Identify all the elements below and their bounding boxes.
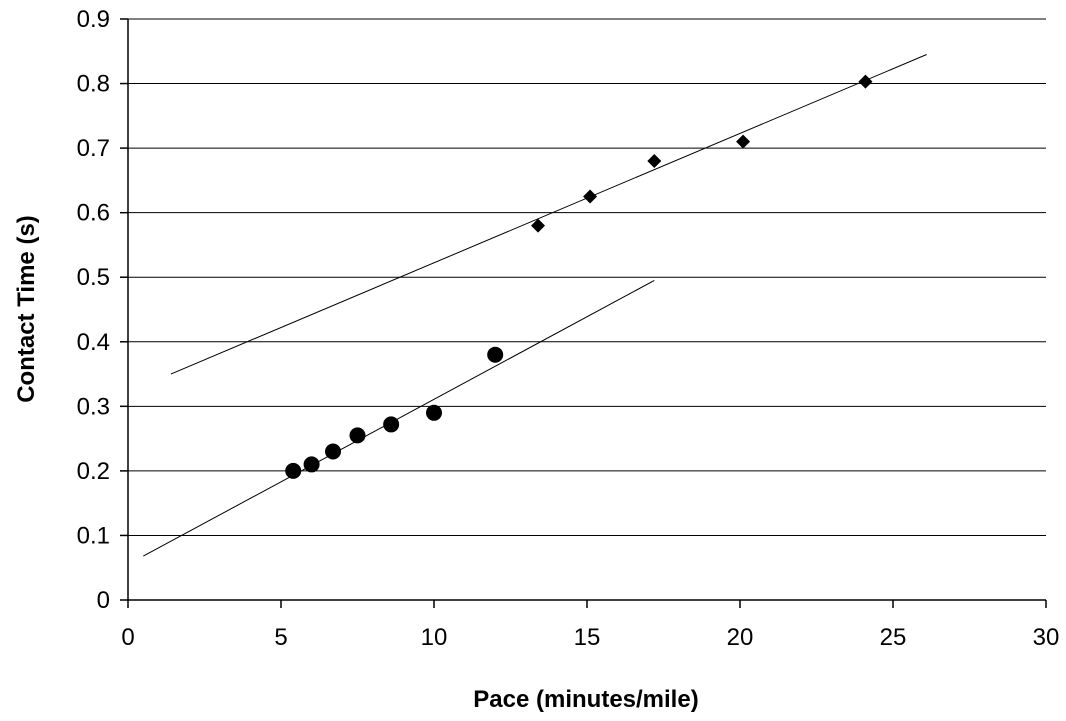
x-axis-title: Pace (minutes/mile) [473, 686, 698, 713]
point-diamond-0 [531, 218, 546, 233]
y-tick-label-2: 0.2 [77, 458, 110, 485]
point-circle-0 [285, 462, 302, 479]
y-tick-label-0: 0 [97, 587, 110, 614]
y-tick-labels: 0 0.1 0.2 0.3 0.4 0.5 0.6 0.7 0.8 0.9 [77, 6, 110, 614]
point-circle-5 [426, 404, 442, 421]
x-tick-label-1: 5 [274, 624, 287, 651]
grid-lines [128, 18, 1046, 536]
y-axis-title: Contact Time (s) [13, 215, 40, 403]
x-tick-label-6: 30 [1033, 624, 1060, 651]
y-tick-label-8: 0.8 [77, 71, 110, 98]
y-tick-label-5: 0.5 [77, 264, 110, 291]
y-tick-label-4: 0.4 [77, 329, 110, 356]
x-tick-label-2: 10 [421, 624, 448, 651]
point-diamond-4 [858, 74, 873, 89]
point-diamond-3 [736, 134, 751, 149]
y-tick-label-6: 0.6 [77, 200, 110, 227]
point-circle-3 [349, 427, 366, 444]
x-tick-label-4: 20 [727, 624, 754, 651]
y-tick-label-3: 0.3 [77, 393, 110, 420]
y-tick-label-9: 0.9 [77, 6, 110, 33]
axes [120, 18, 1047, 608]
trend-lines [143, 54, 927, 557]
y-tick-label-1: 0.1 [77, 522, 110, 549]
point-circle-2 [325, 443, 342, 460]
point-diamond-1 [583, 189, 598, 204]
x-tick-label-3: 15 [574, 624, 601, 651]
x-tick-labels: 0 5 10 15 20 25 30 [121, 624, 1059, 651]
data-points [285, 74, 873, 479]
trendline-series-1 [170, 54, 927, 375]
point-circle-1 [303, 456, 320, 473]
point-circle-4 [383, 416, 400, 433]
y-tick-label-7: 0.7 [77, 135, 110, 162]
point-diamond-2 [647, 154, 662, 169]
point-circle-6 [487, 346, 504, 363]
x-tick-label-5: 25 [880, 624, 907, 651]
trendline-series-0 [143, 280, 655, 557]
x-tick-label-0: 0 [121, 624, 134, 651]
